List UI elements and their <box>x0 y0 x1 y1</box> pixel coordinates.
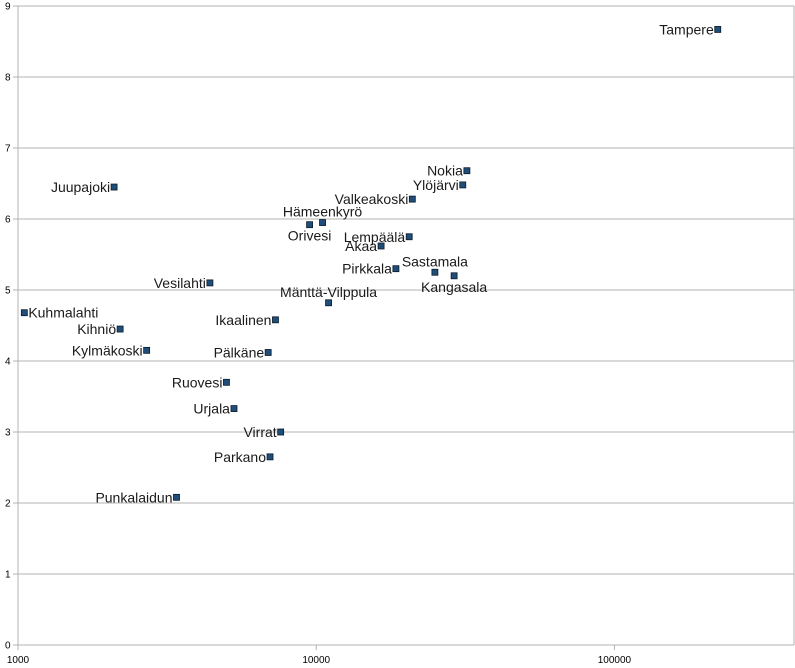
data-point-label: Nokia <box>427 163 463 179</box>
data-point-label: Ikaalinen <box>215 312 271 328</box>
data-point-label: Urjala <box>193 401 230 417</box>
data-point-label: Virrat <box>243 424 276 440</box>
data-point-marker <box>325 299 332 307</box>
data-point-label: Lempäälä <box>344 229 406 245</box>
data-point-marker <box>264 349 272 356</box>
y-tick-label: 1 <box>5 570 11 581</box>
data-point-label: Valkeakoski <box>335 191 409 207</box>
data-point-marker <box>110 183 118 191</box>
y-tick-label: 2 <box>5 499 11 510</box>
y-tick-label: 9 <box>5 2 11 13</box>
data-point-label: Kihniö <box>77 321 116 337</box>
x-tick-label: 1000 <box>7 655 30 666</box>
y-tick-label: 5 <box>5 286 11 297</box>
data-point-marker <box>463 167 471 175</box>
plot-area <box>18 6 794 645</box>
data-point-marker <box>408 195 416 203</box>
data-point-marker <box>714 26 722 33</box>
data-point-label: Punkalaidun <box>95 489 172 505</box>
data-point-label: Tampere <box>659 21 714 37</box>
data-point-marker <box>405 233 413 241</box>
data-point-marker <box>230 405 238 412</box>
data-point-label: Ylöjärvi <box>413 177 459 193</box>
gridlines <box>18 5 794 575</box>
data-point-label: Parkano <box>214 449 266 465</box>
data-point-marker <box>306 221 313 229</box>
x-tick-label: 100000 <box>598 655 632 666</box>
data-point-marker <box>20 309 28 317</box>
x-axis-ticks: 1000 10000 100000 <box>7 645 632 666</box>
data-point-label: Pälkäne <box>214 344 265 360</box>
data-point-label: Akaa <box>345 238 377 254</box>
data-point-label: Ruovesi <box>172 374 223 390</box>
data-point-marker <box>277 428 285 436</box>
x-tick-label: 10000 <box>302 655 330 666</box>
data-point-marker <box>266 453 274 461</box>
data-point-label: Hämeenkyrö <box>283 204 363 220</box>
data-point-marker <box>392 265 400 273</box>
data-point-marker <box>223 378 230 386</box>
data-point-marker <box>377 242 385 250</box>
data-point-marker <box>319 219 326 226</box>
y-tick-label: 0 <box>5 641 11 652</box>
y-tick-label: 6 <box>5 215 11 226</box>
data-point-marker <box>450 272 458 280</box>
y-tick-label: 3 <box>5 428 11 439</box>
data-point-marker <box>206 279 214 287</box>
y-tick-label: 7 <box>5 144 11 155</box>
y-tick-label: 8 <box>5 73 11 84</box>
data-point-marker <box>173 493 180 501</box>
data-point-label: Kangasala <box>421 279 487 295</box>
data-point-marker <box>272 316 279 324</box>
data-point-label: Juupajoki <box>51 179 110 195</box>
data-point-marker <box>431 268 439 276</box>
data-point-label: Kylmäkoski <box>72 342 143 358</box>
data-point-label: Sastamala <box>402 253 468 269</box>
y-tick-label: 4 <box>5 357 11 368</box>
data-point-label: Pirkkala <box>342 261 392 277</box>
data-point-marker <box>116 325 124 333</box>
data-point-label: Kuhmalahti <box>28 305 98 321</box>
data-point-marker <box>143 346 151 354</box>
y-axis-ticks: 0 1 2 3 4 5 6 7 8 9 <box>5 2 18 652</box>
data-point-label: Orivesi <box>288 228 332 244</box>
data-point-marker <box>459 181 467 189</box>
data-point-label: Mänttä-Vilppula <box>280 284 377 300</box>
data-point-label: Vesilahti <box>154 275 206 291</box>
